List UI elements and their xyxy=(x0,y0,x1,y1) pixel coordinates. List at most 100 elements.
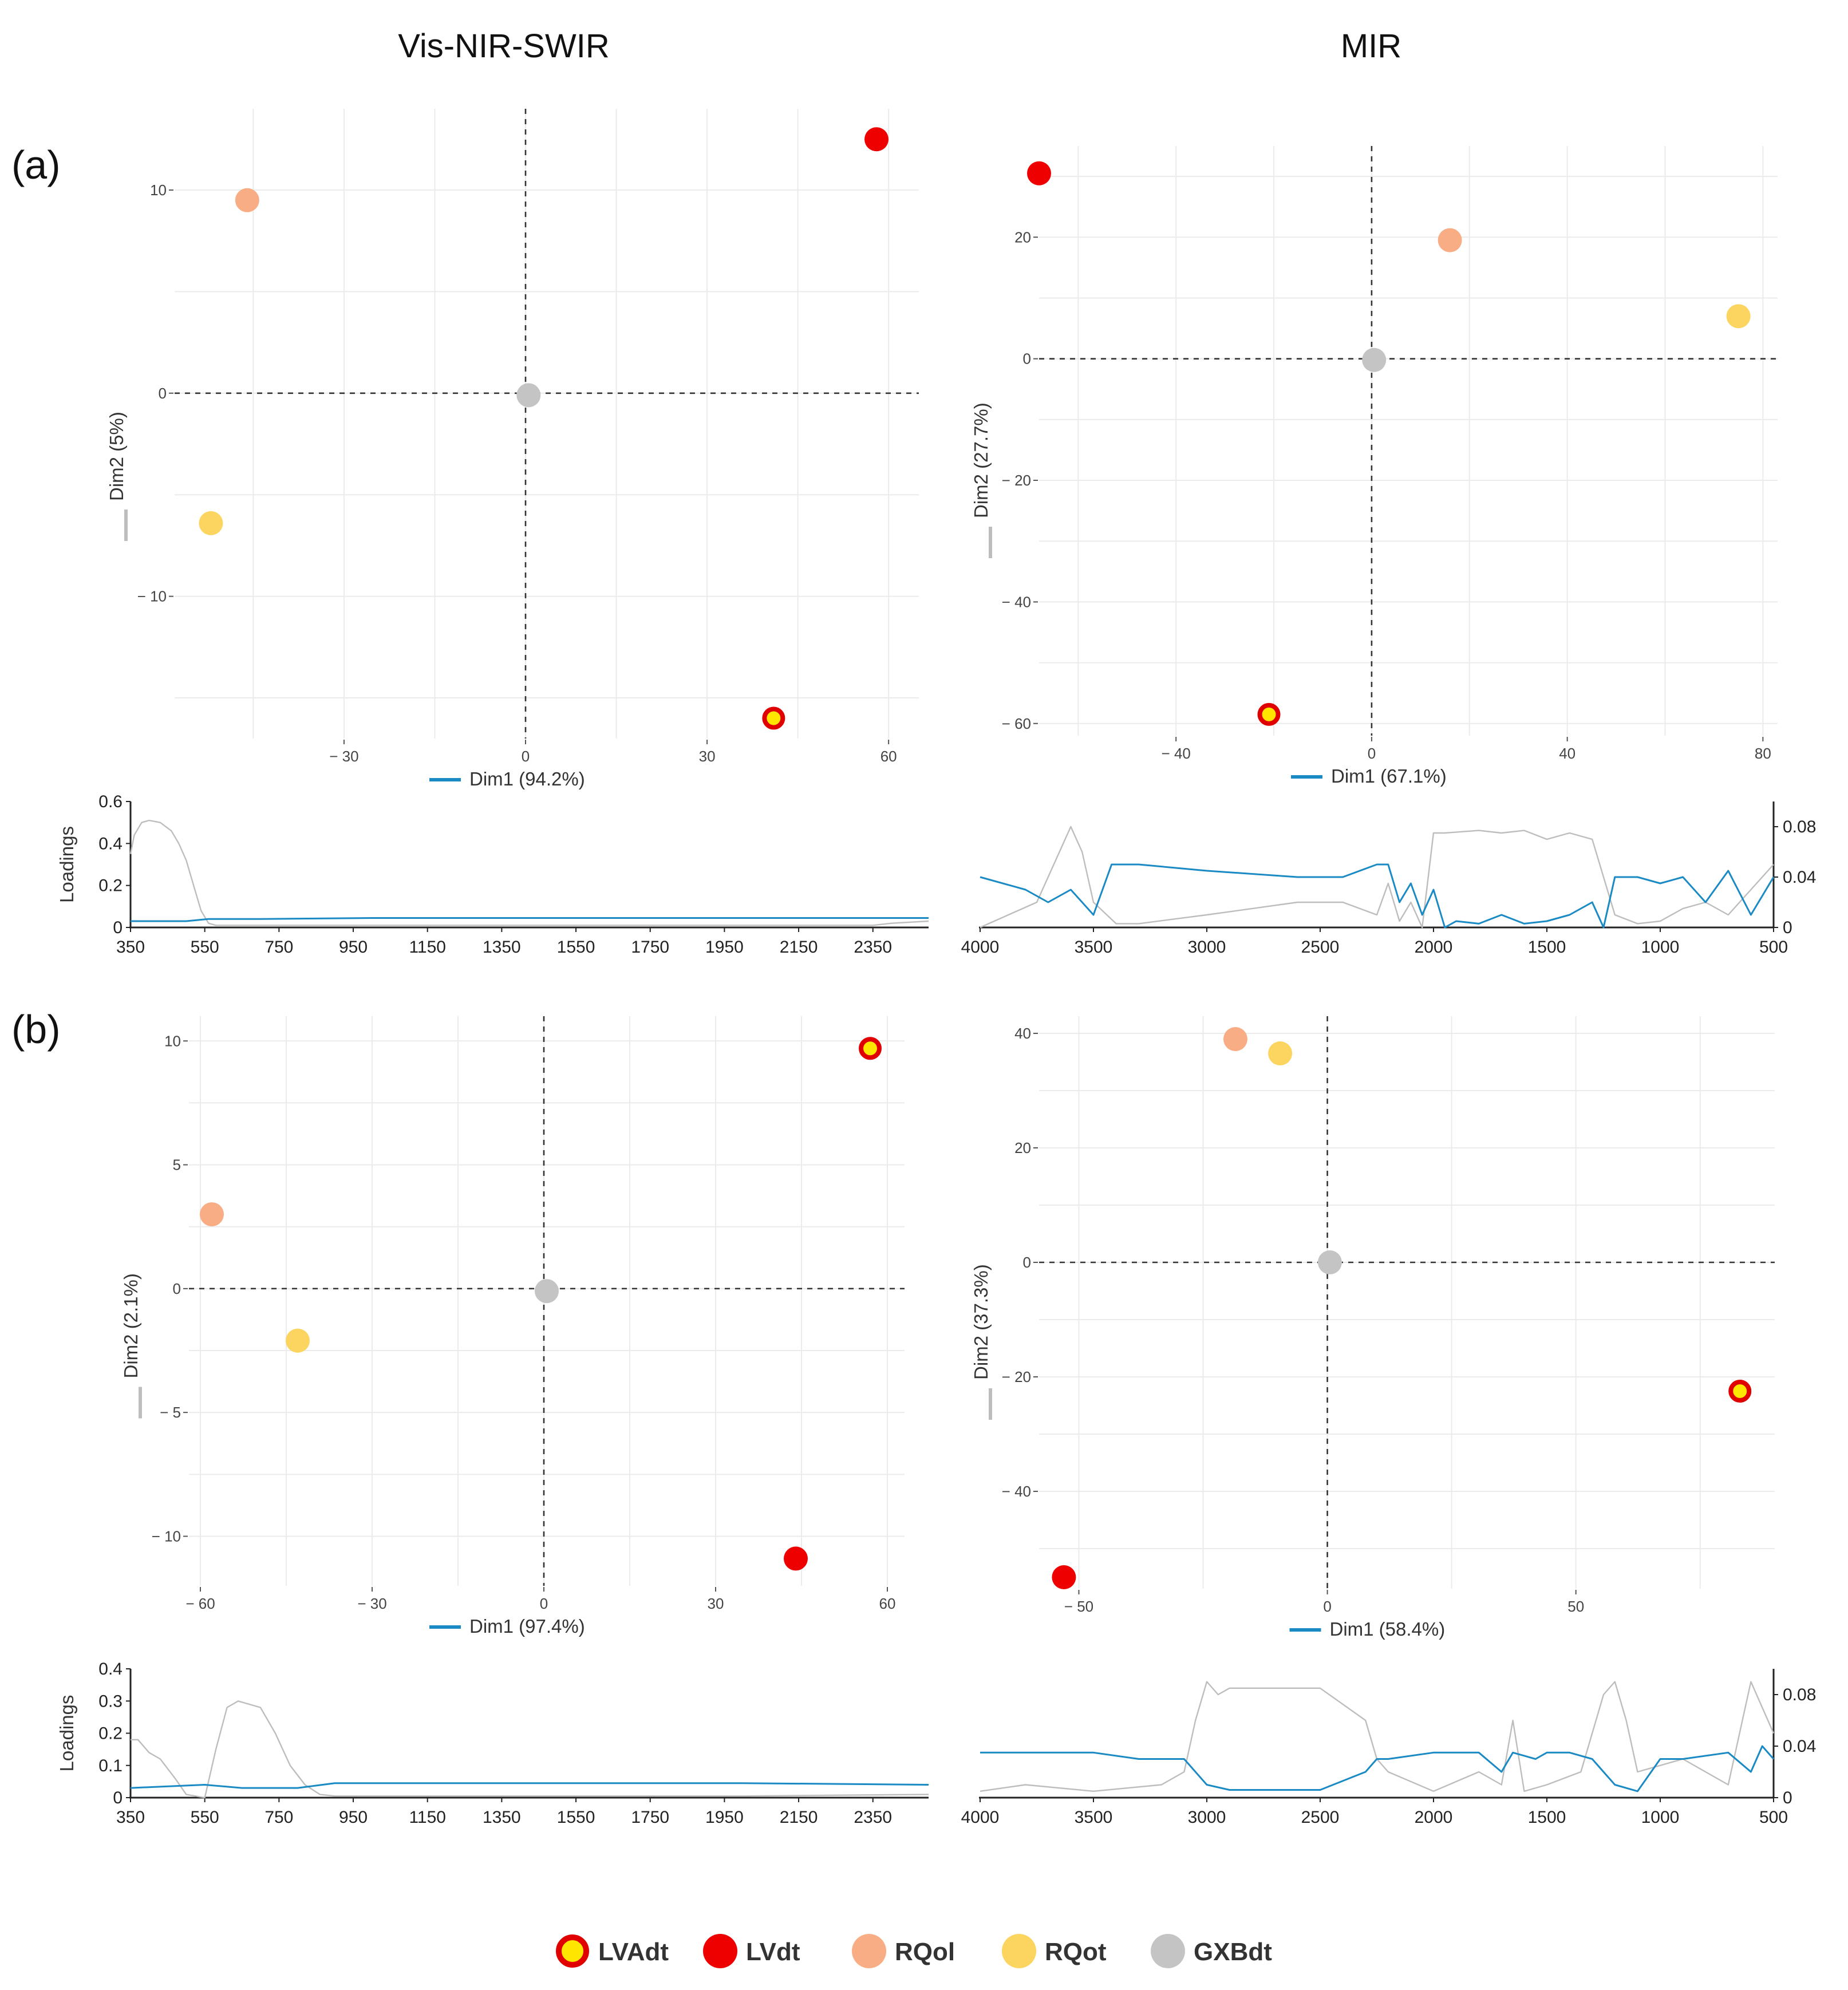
x-tick-label: − 50 xyxy=(1064,1598,1093,1615)
loadings-plot-b-visnir: 350 550 750 950 1150 1350 1550 1750 1950 2150 2350… xyxy=(56,1660,929,1827)
x-tick-label: 1350 xyxy=(483,1808,521,1827)
x-tick-label: 3500 xyxy=(1075,1808,1113,1827)
point-lvdt-b-visnir xyxy=(784,1546,808,1571)
legend-label-lvdt: LVdt xyxy=(746,1938,800,1966)
legend-label-gxbdt: GXBdt xyxy=(1194,1938,1272,1966)
loadings-line-dim2-a-mir xyxy=(980,826,1774,929)
y-tick-label: 0.4 xyxy=(98,834,123,853)
y-tick-label: 5 xyxy=(173,1156,181,1174)
point-rqol-a-mir xyxy=(1438,228,1462,252)
y-axis-label: Dim2 (2.1%) xyxy=(120,1273,141,1378)
x-tick-label: 60 xyxy=(880,748,897,765)
x-tick-label: 1550 xyxy=(557,1808,595,1827)
x-tick-label: 550 xyxy=(191,938,219,957)
x-tick-label: 500 xyxy=(1759,938,1788,957)
y-tick-label: 0 xyxy=(1023,1254,1031,1271)
x-tick-label: 550 xyxy=(191,1808,219,1827)
point-gxbdt-a-mir xyxy=(1362,348,1387,372)
x-tick-label: 3500 xyxy=(1075,938,1113,957)
point-gxbdt-b-mir xyxy=(1317,1250,1342,1274)
legend-label-lvadt: LVAdt xyxy=(598,1938,669,1966)
x-tick-label: 1500 xyxy=(1528,938,1566,957)
y-axis-label: Dim2 (37.3%) xyxy=(970,1264,992,1380)
y-tick-label: 0.04 xyxy=(1783,1737,1816,1756)
y-tick-label: 0 xyxy=(173,1280,181,1297)
x-tick-label: 2000 xyxy=(1415,938,1453,957)
x-tick-label: 750 xyxy=(264,1808,293,1827)
point-rqol-a-visnir xyxy=(235,188,259,212)
column-title-mir: MIR xyxy=(1341,27,1401,65)
legend-marker-rqol xyxy=(852,1934,886,1968)
y-tick-label: 20 xyxy=(1014,1139,1031,1156)
y-axis-label: Dim2 (27.7%) xyxy=(970,402,992,518)
y-tick-label: 0 xyxy=(113,1788,123,1807)
x-axis-label: Dim1 (67.1%) xyxy=(1331,765,1447,787)
panel-label-a: (a) xyxy=(11,143,61,187)
x-tick-label: 750 xyxy=(264,938,293,957)
y-tick-label: − 40 xyxy=(1002,593,1031,610)
point-lvdt-a-visnir xyxy=(864,127,889,152)
legend-marker-gxbdt xyxy=(1151,1934,1185,1968)
y-tick-label: 0.4 xyxy=(98,1660,123,1679)
y-tick-label: − 20 xyxy=(1002,472,1031,489)
legend-label-rqol: RQol xyxy=(895,1938,955,1966)
legend-item-gxbdt: GXBdt xyxy=(1151,1934,1272,1968)
point-lvdt-a-mir xyxy=(1027,161,1051,185)
point-rqot-a-mir xyxy=(1726,304,1751,329)
x-tick-label: 2500 xyxy=(1301,938,1340,957)
y-axis-label: Loadings xyxy=(56,826,77,903)
y-axis-label: Loadings xyxy=(56,1695,77,1772)
x-tick-label: 1750 xyxy=(631,938,669,957)
x-tick-label: 50 xyxy=(1567,1598,1584,1615)
x-tick-label: 1950 xyxy=(705,938,744,957)
x-tick-label: 0 xyxy=(540,1595,548,1612)
loadings-line-dim2-b-mir xyxy=(980,1681,1775,1792)
y-tick-label: − 40 xyxy=(1002,1483,1031,1500)
x-tick-label: 30 xyxy=(708,1595,724,1612)
x-tick-label: 0 xyxy=(522,748,530,765)
y-tick-label: 0.08 xyxy=(1783,1685,1816,1704)
y-tick-label: − 20 xyxy=(1002,1368,1031,1385)
point-rqol-b-mir xyxy=(1223,1027,1247,1051)
x-tick-label: − 30 xyxy=(357,1595,386,1612)
y-tick-label: 0 xyxy=(1783,918,1792,937)
x-tick-label: 3000 xyxy=(1188,1808,1226,1827)
x-tick-label: 1500 xyxy=(1528,1808,1566,1827)
loadings-line-dim2-a-visnir xyxy=(129,819,929,926)
legend-marker-lvadt xyxy=(556,1934,589,1968)
point-lvadt-b-mir xyxy=(1728,1380,1752,1403)
scatter-plot-b-mir: − 50 0 50 − 40 − 20 0 20 40 Dim1 (58.4%) Dim2 (37… xyxy=(970,1016,1775,1640)
point-lvadt-a-visnir xyxy=(762,706,785,730)
point-rqot-b-visnir xyxy=(286,1328,310,1353)
y-tick-label: 0.08 xyxy=(1783,818,1816,836)
point-gxbdt-a-visnir xyxy=(516,383,541,408)
y-tick-label: 0.2 xyxy=(98,876,123,895)
y-tick-label: − 10 xyxy=(137,588,167,605)
y-tick-label: − 5 xyxy=(160,1404,181,1421)
y-tick-label: 0.1 xyxy=(98,1756,123,1775)
point-lvadt-a-mir xyxy=(1257,702,1281,726)
y-tick-label: − 10 xyxy=(152,1527,181,1545)
point-rqol-b-visnir xyxy=(200,1202,224,1227)
x-tick-label: 2350 xyxy=(854,1808,892,1827)
y-tick-label: 0.6 xyxy=(98,792,123,811)
legend-marker-rqot xyxy=(1002,1934,1036,1968)
legend-label-rqot: RQot xyxy=(1045,1938,1107,1966)
point-lvadt-b-visnir xyxy=(859,1037,882,1060)
x-tick-label: 1000 xyxy=(1641,938,1680,957)
scatter-plot-a-mir: − 40 0 40 80 − 60 − 40 − 20 0 20 Dim1 (67.1%) Dim2… xyxy=(970,146,1778,787)
x-tick-label: 1150 xyxy=(409,938,446,957)
y-tick-label: 0 xyxy=(1023,350,1031,368)
x-tick-label: 2000 xyxy=(1415,1808,1453,1827)
x-tick-label: 0 xyxy=(1368,745,1376,762)
y-tick-label: 0.3 xyxy=(98,1692,123,1711)
x-tick-label: 950 xyxy=(339,1808,368,1827)
x-axis-label: Dim1 (94.2%) xyxy=(469,768,585,789)
x-tick-label: − 30 xyxy=(329,748,358,765)
x-tick-label: 1150 xyxy=(409,1808,446,1827)
x-tick-label: 3000 xyxy=(1188,938,1226,957)
y-tick-label: 0 xyxy=(1783,1788,1792,1807)
x-tick-label: 2350 xyxy=(854,938,892,957)
